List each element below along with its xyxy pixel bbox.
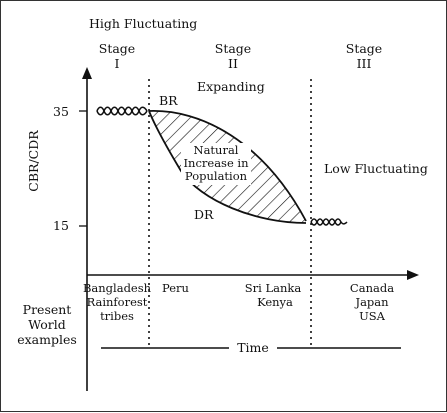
example-kenya: Kenya xyxy=(257,295,293,309)
birth-rate-curve xyxy=(148,110,307,222)
natural-increase-label-bg xyxy=(181,143,251,185)
diagram-title: High Fluctuating xyxy=(89,16,197,31)
stage1-fluctuating-line-2 xyxy=(96,106,148,116)
x-axis-arrow xyxy=(407,270,419,280)
y-tick-15: 15 xyxy=(53,218,69,233)
natural-increase-line-1: Natural xyxy=(194,143,239,157)
stage-1-numeral: I xyxy=(115,56,120,71)
y-tick-35: 35 xyxy=(53,104,69,119)
expanding-label: Expanding xyxy=(197,79,265,94)
example-peru: Peru xyxy=(162,281,189,295)
example-usa: USA xyxy=(359,309,386,323)
examples-heading-line-1: Present xyxy=(23,302,72,317)
stage-3-numeral: III xyxy=(357,56,372,71)
stage1-fluctuating-line xyxy=(96,106,148,116)
birth-rate-label: BR xyxy=(159,93,178,108)
example-japan: Japan xyxy=(354,295,389,309)
stage3-fluctuating-line-2 xyxy=(310,218,342,226)
stage-2-numeral: II xyxy=(228,56,238,71)
death-rate-label: DR xyxy=(194,207,214,222)
stage-3-label: Stage xyxy=(346,41,382,56)
y-axis-label: CBR/CDR xyxy=(26,130,41,192)
example-sri-lanka: Sri Lanka xyxy=(245,281,302,295)
example-stage1-line-3: tribes xyxy=(100,309,134,323)
examples-heading-line-3: examples xyxy=(17,332,77,347)
example-canada: Canada xyxy=(350,281,394,295)
low-fluctuating-label: Low Fluctuating xyxy=(324,161,428,176)
natural-increase-line-3: Population xyxy=(185,169,248,183)
example-stage1-line-2: Rainforest xyxy=(87,295,148,309)
y-axis-arrow xyxy=(82,67,92,79)
time-label: Time xyxy=(237,340,269,355)
examples-heading-line-2: World xyxy=(28,317,66,332)
natural-increase-line-2: Increase in xyxy=(184,156,250,170)
example-stage1-line-1: Bangladesh xyxy=(83,281,152,295)
stage-2-label: Stage xyxy=(215,41,251,56)
stage-1-label: Stage xyxy=(99,41,135,56)
